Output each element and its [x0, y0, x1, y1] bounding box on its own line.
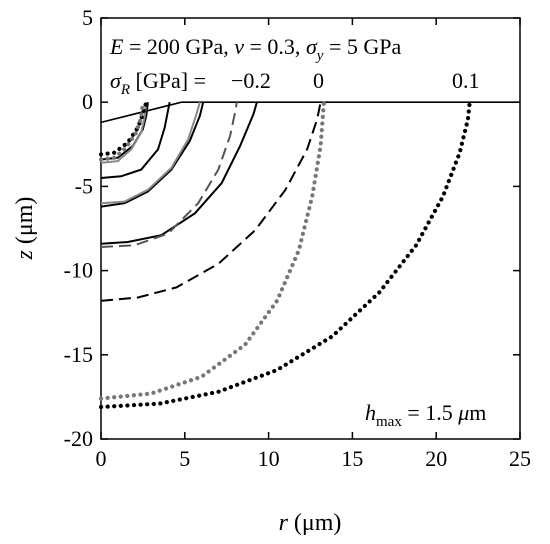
- x-tick-label: 5: [179, 446, 190, 471]
- surface-profile-line: [100, 101, 520, 124]
- sigma-r-annotation: σR [GPa] =: [110, 68, 206, 98]
- x-tick-label: 15: [341, 446, 363, 471]
- x-axis-title: r (μm): [279, 510, 342, 536]
- x-tick-label: 0: [96, 446, 107, 471]
- plot-frame: [100, 17, 521, 440]
- contour-line-sigmar-0-2-7: [100, 101, 258, 245]
- contour-line-sigmar-0-2-8: [100, 102, 238, 248]
- contour-line-sigmar-0-2-6: [100, 101, 201, 205]
- y-axis-title: z (μm): [12, 197, 38, 261]
- sigma-r-value-0: 0: [313, 68, 324, 93]
- contour-line-sigmar-0-9: [100, 102, 322, 302]
- y-tick-label: 5: [82, 5, 93, 30]
- y-tick-label: 0: [82, 89, 93, 114]
- hmax-annotation: hmax = 1.5 μm: [365, 400, 486, 430]
- params-annotation: E = 200 GPa, ν = 0.3, σy = 5 GPa: [109, 34, 401, 64]
- sigma-r-value-01: 0.1: [452, 68, 480, 93]
- x-tick-label: 25: [509, 446, 531, 471]
- x-tick-label: 20: [425, 446, 447, 471]
- contour-line-sigmar-0-2-4: [100, 102, 171, 179]
- y-tick-label: -10: [64, 258, 93, 283]
- contour-line-sigmar-0-2-3: [98, 100, 145, 162]
- contour-line-sigmar-0-10: [98, 100, 326, 401]
- x-tick-label: 10: [258, 446, 280, 471]
- y-tick-label: -20: [64, 426, 93, 451]
- y-tick-label: -15: [64, 342, 93, 367]
- contour-line-sigmar-0-1-11: [98, 100, 472, 410]
- contour-line-sigmar-0-2-1: [100, 102, 148, 164]
- contour-line-sigmar-0-2-5: [100, 101, 205, 208]
- sigma-r-value-neg02: −0.2: [231, 68, 271, 93]
- y-tick-label: -5: [75, 173, 93, 198]
- contour-line-sigmar-0-2-2: [98, 100, 149, 157]
